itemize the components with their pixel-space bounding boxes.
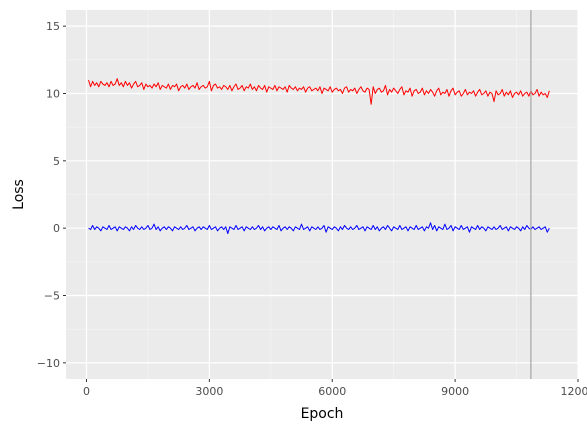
major-gridlines bbox=[66, 10, 579, 379]
y-tick-label: 5 bbox=[53, 155, 60, 168]
x-axis-title: Epoch bbox=[301, 406, 344, 422]
x-tick-label: 3000 bbox=[195, 385, 223, 398]
minor-gridlines bbox=[66, 10, 578, 379]
x-tick-label: 12000 bbox=[561, 385, 587, 398]
series-line-2 bbox=[88, 222, 550, 235]
series-line-1 bbox=[88, 78, 550, 105]
y-axis-ticks: −10 −5 0 5 10 15 bbox=[37, 20, 66, 370]
x-tick-label: 6000 bbox=[318, 385, 346, 398]
x-tick-label: 9000 bbox=[441, 385, 469, 398]
y-tick-label: −10 bbox=[37, 357, 60, 370]
y-tick-label: 0 bbox=[53, 222, 60, 235]
y-tick-label: −5 bbox=[44, 290, 60, 303]
x-tick-label: 0 bbox=[83, 385, 90, 398]
series-layer bbox=[88, 78, 550, 235]
y-tick-label: 15 bbox=[46, 20, 60, 33]
y-axis-title: Loss bbox=[11, 179, 27, 210]
x-axis-ticks: 0 3000 6000 9000 12000 bbox=[83, 379, 587, 398]
y-tick-label: 10 bbox=[46, 87, 60, 100]
